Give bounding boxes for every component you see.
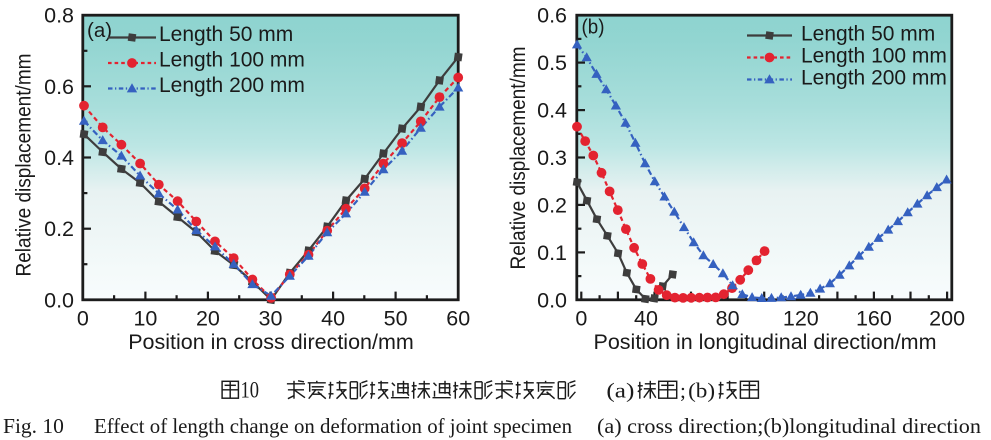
svg-text:20: 20 xyxy=(196,307,220,331)
svg-text:(a) cross direction;(b)longitu: (a) cross direction;(b)longitudinal dire… xyxy=(597,414,981,438)
svg-text:40: 40 xyxy=(634,307,658,331)
svg-text:0.4: 0.4 xyxy=(44,146,74,170)
svg-text:(b): (b) xyxy=(582,16,605,39)
svg-text:60: 60 xyxy=(446,307,470,331)
svg-text:0.6: 0.6 xyxy=(537,4,567,28)
svg-text:30: 30 xyxy=(259,307,283,331)
svg-text:0.2: 0.2 xyxy=(44,217,74,241)
svg-text:0.1: 0.1 xyxy=(537,241,567,265)
svg-text:Effect of length change on def: Effect of length change on deformation o… xyxy=(94,414,572,438)
svg-text:50: 50 xyxy=(384,307,408,331)
svg-text:0.3: 0.3 xyxy=(537,146,567,170)
svg-text:Length 100 mm: Length 100 mm xyxy=(801,45,947,68)
svg-text:0: 0 xyxy=(77,307,89,331)
svg-text:Length 200 mm: Length 200 mm xyxy=(801,67,947,90)
svg-text:40: 40 xyxy=(321,307,345,331)
svg-text:Length 100 mm: Length 100 mm xyxy=(159,49,305,72)
svg-text:0.5: 0.5 xyxy=(537,51,567,75)
svg-text:Length 200 mm: Length 200 mm xyxy=(159,74,305,97)
svg-text:10: 10 xyxy=(241,378,260,403)
svg-text:Relative displacement/mm: Relative displacement/mm xyxy=(12,54,36,277)
svg-text:(b): (b) xyxy=(688,379,715,403)
svg-text:160: 160 xyxy=(856,307,892,331)
svg-text:0.6: 0.6 xyxy=(44,75,74,99)
svg-text:;: ; xyxy=(680,379,686,403)
svg-text:Position in longitudinal direc: Position in longitudinal direction/mm xyxy=(594,330,937,354)
svg-text:Relative displacement/mm: Relative displacement/mm xyxy=(506,47,530,270)
svg-text:200: 200 xyxy=(929,307,965,331)
svg-text:Length 50 mm: Length 50 mm xyxy=(801,23,935,46)
svg-text:0.8: 0.8 xyxy=(44,4,74,28)
svg-text:0: 0 xyxy=(575,307,587,331)
svg-text:(a): (a) xyxy=(87,19,112,42)
svg-text:80: 80 xyxy=(716,307,740,331)
svg-text:120: 120 xyxy=(783,307,819,331)
svg-text:(a): (a) xyxy=(606,379,634,403)
svg-text:Fig. 10: Fig. 10 xyxy=(3,414,64,438)
svg-text:Length 50 mm: Length 50 mm xyxy=(159,23,293,46)
svg-text:10: 10 xyxy=(133,307,157,331)
svg-text:0.0: 0.0 xyxy=(537,288,567,312)
svg-text:Position in cross direction/mm: Position in cross direction/mm xyxy=(128,330,414,354)
svg-text:0.2: 0.2 xyxy=(537,193,567,217)
svg-text:0.4: 0.4 xyxy=(537,99,567,123)
svg-text:0.0: 0.0 xyxy=(44,288,74,312)
